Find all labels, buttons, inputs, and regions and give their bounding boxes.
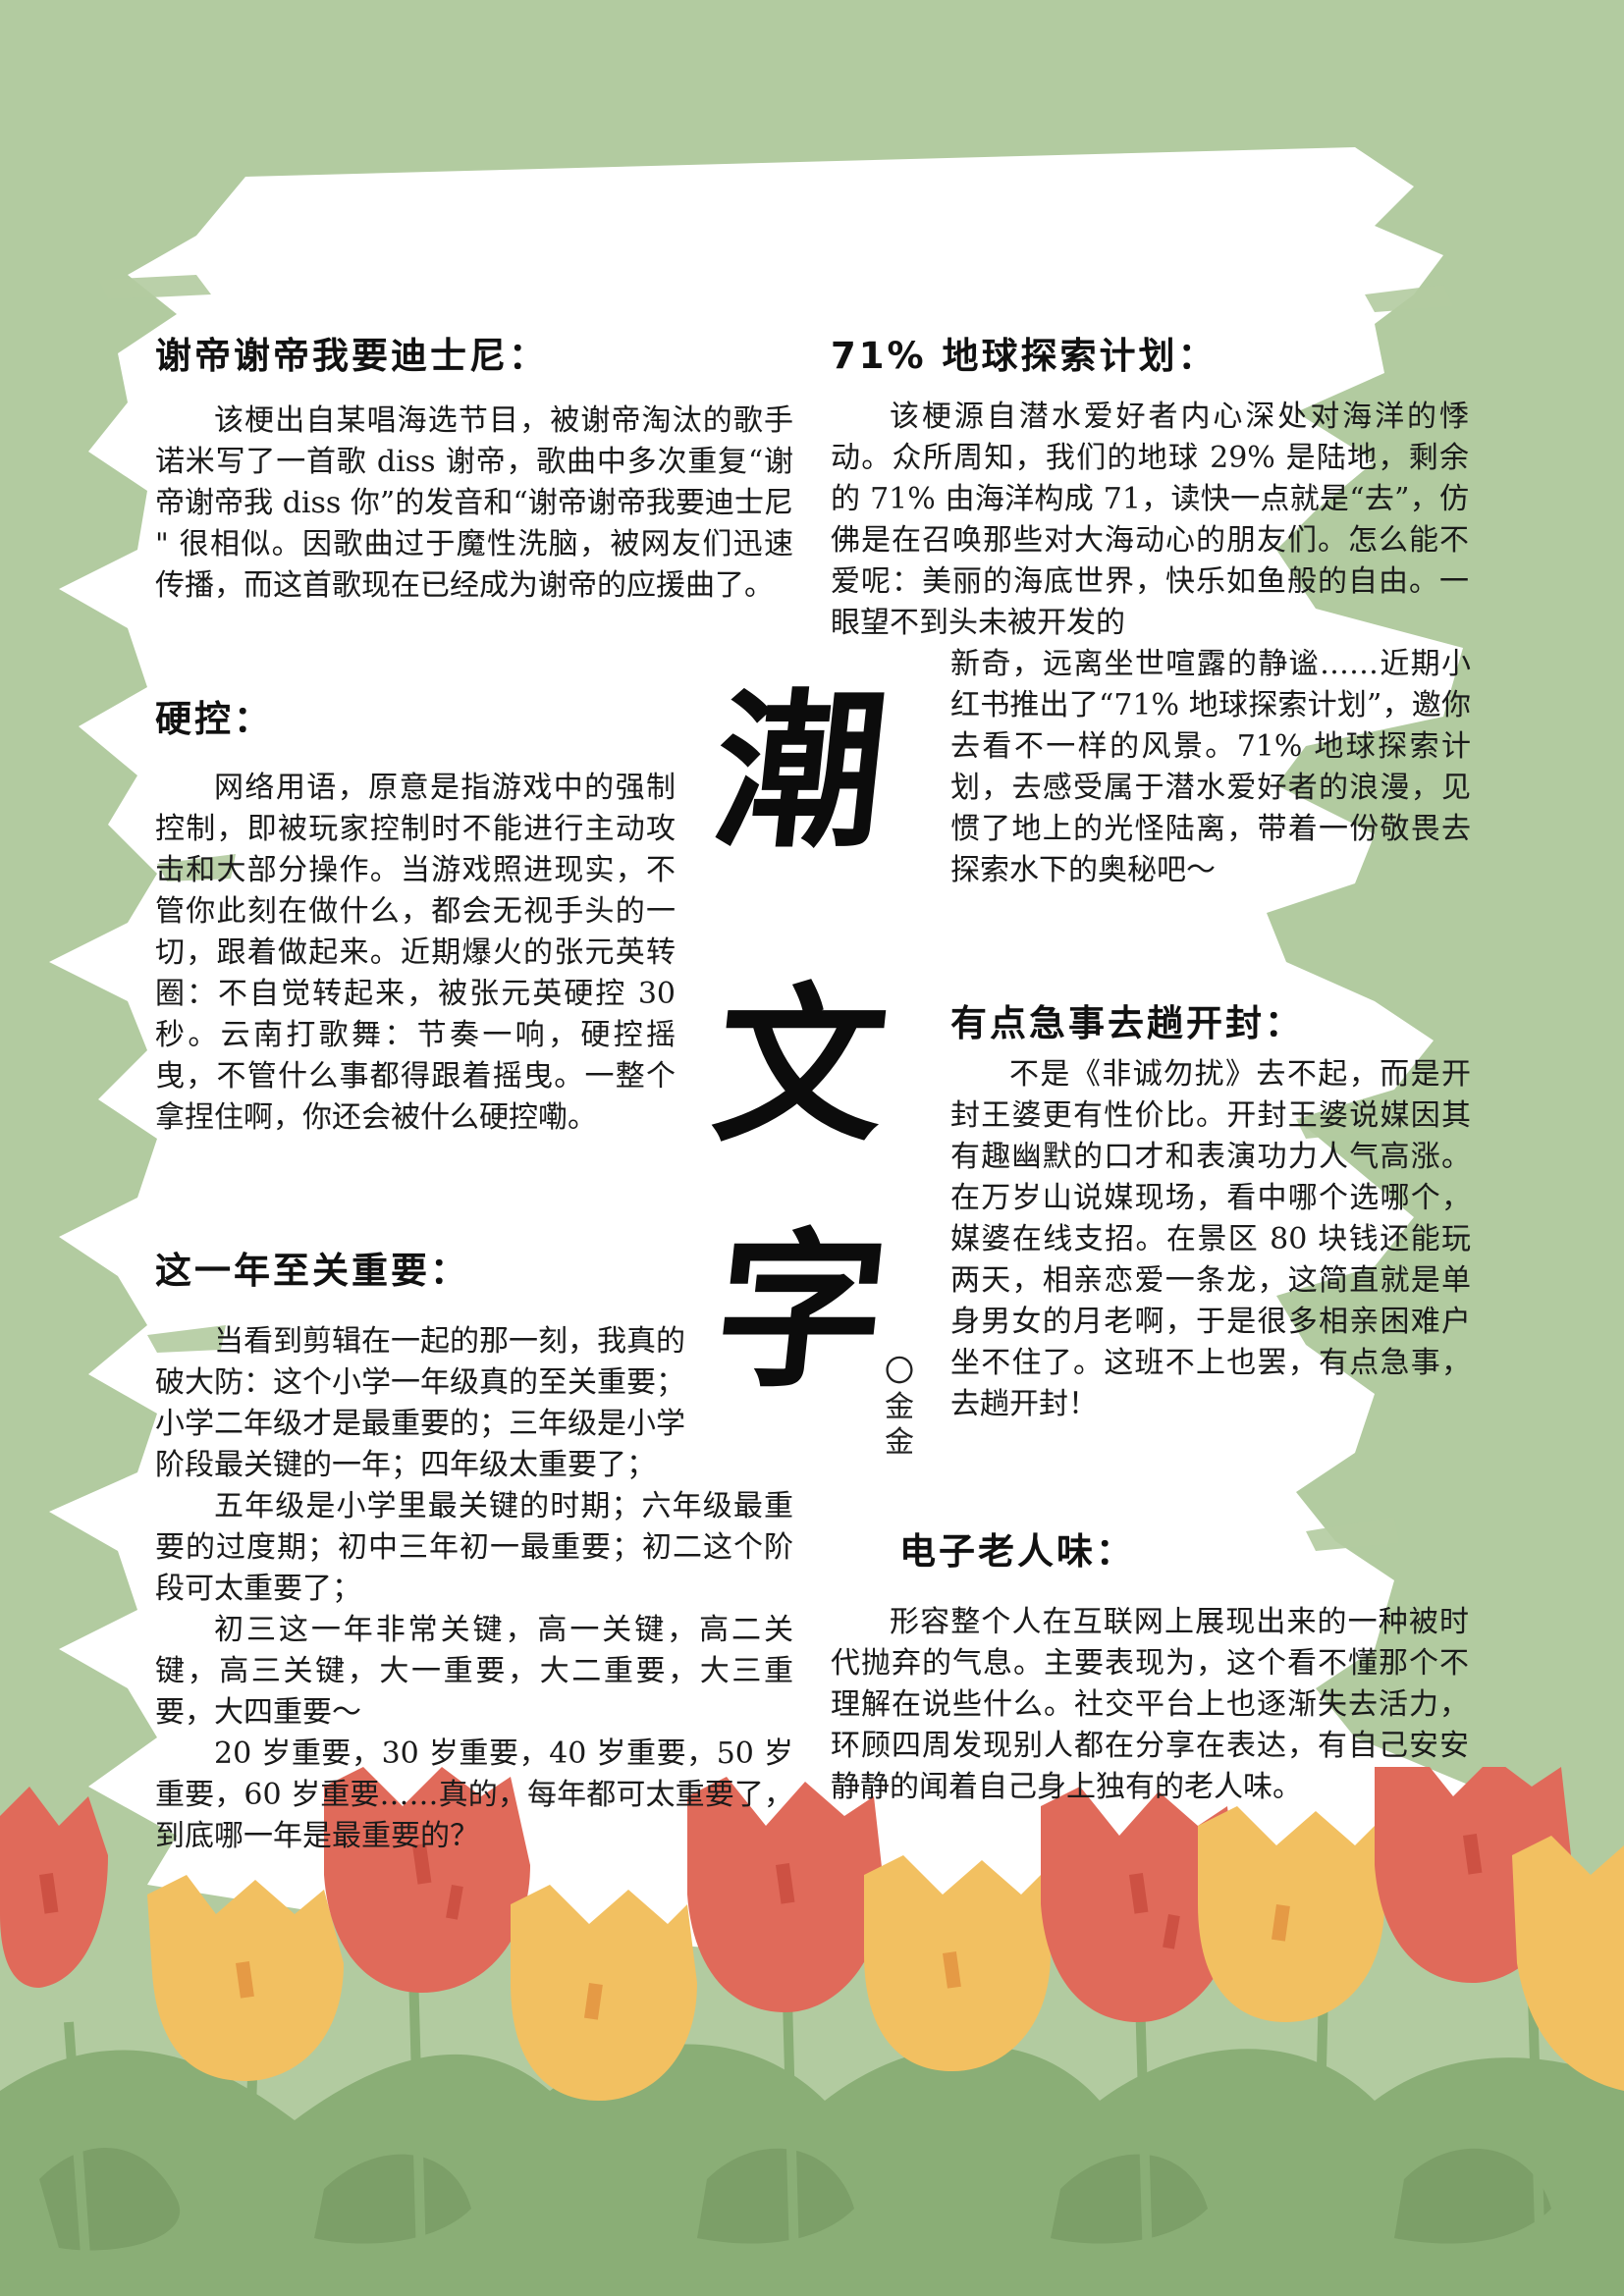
paragraph: 不是《非诚勿扰》去不起，而是开封王婆更有性价比。开封王婆说媒因其有趣幽默的口才和…	[950, 1057, 1471, 1421]
section-body-important-year: 当看到剪辑在一起的那一刻，我真的破大防：这个小学一年级真的至关重要；小学二年级才…	[155, 1321, 793, 1857]
paragraph: 网络用语，原意是指游戏中的强制控制，即被玩家控制时不能进行主动攻击和大部分操作。…	[155, 771, 676, 1135]
section-body-hard-control: 网络用语，原意是指游戏中的强制控制，即被玩家控制时不能进行主动攻击和大部分操作。…	[155, 768, 676, 1139]
paragraph: 新奇，远离坐世喧露的静谧……近期小红书推出了“71% 地球探索计划”，邀你去看不…	[950, 647, 1471, 887]
section-heading-disney: 谢帝谢帝我要迪士尼：	[155, 335, 548, 377]
section-body-71-percent: 该梗源自潜水爱好者内心深处对海洋的悸动。众所周知，我们的地球 29% 是陆地，剩…	[831, 397, 1469, 644]
author-byline: 〇 金金	[880, 1355, 919, 1461]
title-char-1: 潮	[705, 671, 896, 871]
author-mark: 〇	[885, 1355, 914, 1389]
author-name: 金金	[885, 1390, 914, 1460]
paragraph: 初三这一年非常关键，高一关键，高二关键，高三关键，大一重要，大二重要，大三重要，…	[155, 1613, 793, 1730]
section-body-elder-vibe: 形容整个人在互联网上展现出来的一种被时代抛弃的气息。主要表现为，这个看不懂那个不…	[831, 1602, 1469, 1808]
section-heading-hard-control: 硬控：	[155, 698, 273, 740]
title-char-2: 文	[705, 966, 896, 1165]
section-body-kaifeng: 不是《非诚勿扰》去不起，而是开封王婆更有性价比。开封王婆说媒因其有趣幽默的口才和…	[950, 1054, 1471, 1425]
section-heading-kaifeng: 有点急事去趟开封：	[950, 1002, 1304, 1044]
paragraph: 该梗源自潜水爱好者内心深处对海洋的悸动。众所周知，我们的地球 29% 是陆地，剩…	[831, 400, 1469, 640]
section-heading-71-percent: 71% 地球探索计划：	[831, 335, 1218, 377]
tulip-border-illustration	[0, 1767, 1624, 2296]
paragraph: 当看到剪辑在一起的那一刻，我真的破大防：这个小学一年级真的至关重要；小学二年级才…	[155, 1324, 685, 1482]
section-heading-important-year: 这一年至关重要：	[155, 1250, 469, 1292]
paragraph: 形容整个人在互联网上展现出来的一种被时代抛弃的气息。主要表现为，这个看不懂那个不…	[831, 1605, 1469, 1804]
paragraph: 五年级是小学里最关键的时期；六年级最重要的过度期；初中三年初一最重要；初二这个阶…	[155, 1489, 793, 1606]
section-heading-elder-vibe: 电子老人味：	[899, 1530, 1135, 1573]
section-body-disney: 该梗出自某唱海选节目，被谢帝淘汰的歌手诺米写了一首歌 diss 谢帝，歌曲中多次…	[155, 400, 793, 607]
paragraph: 该梗出自某唱海选节目，被谢帝淘汰的歌手诺米写了一首歌 diss 谢帝，歌曲中多次…	[155, 403, 793, 603]
section-body-71-percent-cont: 新奇，远离坐世喧露的静谧……近期小红书推出了“71% 地球探索计划”，邀你去看不…	[950, 644, 1471, 891]
paragraph: 20 岁重要，30 岁重要，40 岁重要，50 岁重要，60 岁重要……真的，每…	[155, 1736, 793, 1853]
